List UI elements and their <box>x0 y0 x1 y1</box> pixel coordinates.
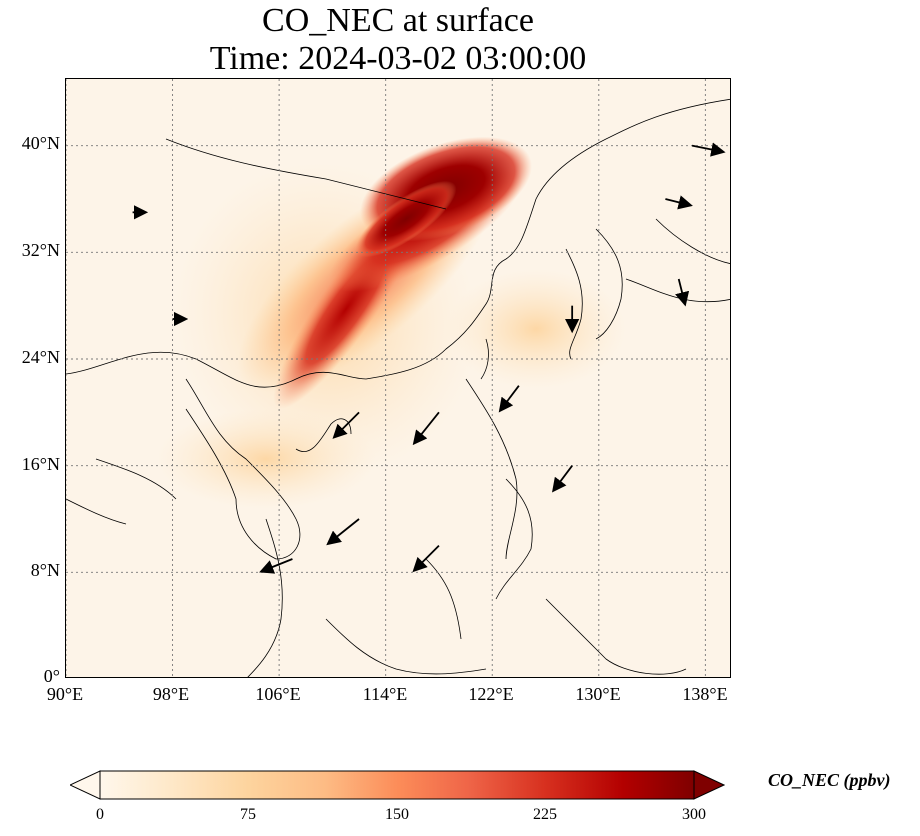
colorbar <box>68 770 726 805</box>
wind-arrow <box>498 385 520 413</box>
colorbar-tick-225: 225 <box>533 806 557 823</box>
colorbar-tick-75: 75 <box>240 806 256 823</box>
title-variable: CO_NEC at surface <box>262 2 534 39</box>
lat-tick-0: 0° <box>43 666 60 686</box>
lon-tick-98e: 98°E <box>152 684 190 704</box>
lon-tick-122e: 122°E <box>468 684 514 704</box>
wind-arrow <box>675 278 690 307</box>
lat-tick-40n: 40°N <box>21 133 60 153</box>
lat-tick-8n: 8°N <box>30 560 60 580</box>
co-concentration-field <box>156 136 626 509</box>
colorbar-tick-150: 150 <box>385 806 409 823</box>
map-canvas <box>66 79 730 677</box>
lat-tick-24n: 24°N <box>21 347 60 367</box>
lon-tick-138e: 138°E <box>682 684 728 704</box>
wind-arrow <box>691 142 726 157</box>
lat-tick-16n: 16°N <box>21 454 60 474</box>
lon-tick-106e: 106°E <box>255 684 301 704</box>
wind-arrow <box>412 545 440 573</box>
wind-arrow <box>259 558 293 574</box>
map-title: CO_NEC at surface Time: 2024-03-02 03:00… <box>0 2 796 78</box>
wind-arrow <box>412 411 440 446</box>
coastlines <box>66 98 730 677</box>
lat-tick-32n: 32°N <box>21 240 60 260</box>
colorbar-label: CO_NEC (ppbv) <box>768 770 891 790</box>
colorbar-tick-0: 0 <box>96 806 104 823</box>
wind-arrow <box>665 195 693 210</box>
lon-tick-130e: 130°E <box>575 684 621 704</box>
lon-tick-90e: 90°E <box>46 684 84 704</box>
map-gridlines <box>66 79 730 677</box>
wind-arrow <box>552 465 573 493</box>
wind-vectors <box>132 142 726 574</box>
title-time: Time: 2024-03-02 03:00:00 <box>209 40 587 77</box>
colorbar-tick-300: 300 <box>682 806 706 823</box>
wind-arrow <box>332 411 360 439</box>
wind-arrow <box>326 518 360 546</box>
map-panel <box>65 78 731 678</box>
lon-tick-114e: 114°E <box>362 684 408 704</box>
